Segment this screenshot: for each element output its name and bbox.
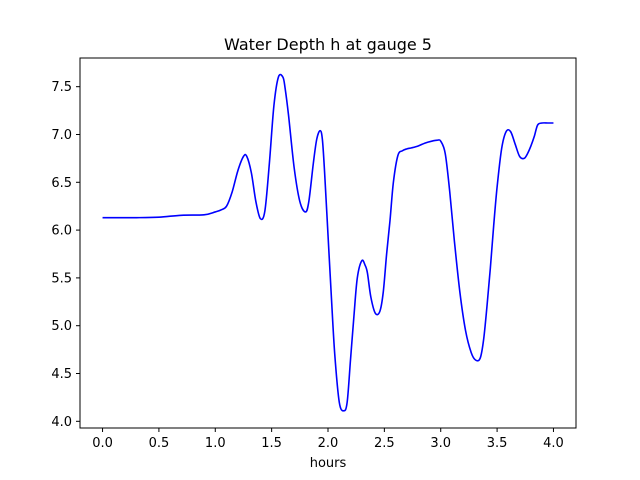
x-tick-label: 2.0 [318,436,339,451]
series-layer [102,73,554,412]
y-tick-label: 4.0 [51,415,72,430]
x-tick-label: 2.5 [374,436,395,451]
x-tick-label: 1.5 [261,436,282,451]
y-tick-label: 5.5 [51,271,72,286]
y-axis: 4.0 4.5 5.0 5.5 6.0 6.5 7.0 7.5 [51,80,80,430]
x-tick-label: 1.0 [205,436,226,451]
x-tick-label: 0.5 [149,436,170,451]
y-tick-label: 4.5 [51,367,72,382]
x-tick-label: 3.0 [430,436,451,451]
x-axis-label: hours [310,456,347,471]
series-line-0 [102,73,554,412]
x-tick-label: 3.5 [487,436,508,451]
x-tick-label: 4.0 [543,436,564,451]
y-tick-label: 6.5 [51,176,72,191]
x-tick-label: 0.0 [92,436,113,451]
y-tick-label: 6.0 [51,224,72,239]
y-tick-label: 7.0 [51,128,72,143]
x-axis: 0.0 0.5 1.0 1.5 2.0 2.5 3.0 3.5 4.0 [92,428,564,451]
chart-title: Water Depth h at gauge 5 [224,35,432,54]
y-tick-label: 5.0 [51,319,72,334]
y-tick-label: 7.5 [51,80,72,95]
